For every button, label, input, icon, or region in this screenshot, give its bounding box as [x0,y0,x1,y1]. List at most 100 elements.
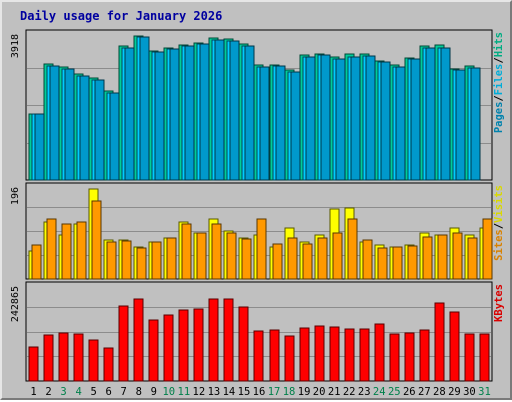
kbytes-kbytes-bar [133,298,144,382]
hits-files-pages-pages-bar [169,48,180,181]
visits-sites-sites-bar [392,246,403,280]
hits-files-pages-pages-bar [199,43,210,181]
visits-sites-sites-bar [61,223,72,280]
x-tick-label: 3 [60,386,66,398]
x-tick-label: 12 [193,386,206,398]
kbytes-kbytes-bar [163,314,174,382]
kbytes-kbytes-bar [148,319,159,382]
visits-sites-sites-bar [272,243,283,280]
legend-entry: Sites [493,229,505,261]
visits-sites-sites-bar [332,232,343,280]
kbytes-kbytes-bar [28,346,39,382]
kbytes-kbytes-bar [464,333,475,382]
x-tick-label: 18 [283,386,296,398]
hits-files-pages-pages-bar [94,79,105,181]
kbytes-kbytes-bar [58,332,69,382]
kbytes-kbytes-bar [329,326,340,382]
x-tick-label: 15 [238,386,251,398]
x-tick-label: 6 [106,386,112,398]
x-tick-label: 28 [433,386,446,398]
x-tick-label: 2 [45,386,51,398]
x-tick-label: 23 [358,386,371,398]
visits-sites-sites-bar [106,241,117,280]
visits-sites-sites-bar [91,200,102,280]
visits-sites-sites-bar [211,223,222,280]
kbytes-kbytes-bar [253,330,264,382]
legend-entry: / [493,57,505,63]
hits-files-pages-pages-bar [34,113,45,181]
x-tick-label: 14 [223,386,236,398]
visits-sites-sites-bar [437,234,448,280]
visits-sites-sites-bar [317,237,328,280]
kbytes-kbytes-bar [208,298,219,382]
x-tick-label: 22 [343,386,356,398]
visits-sites-sites-bar [76,221,87,280]
x-tick-label: 7 [121,386,127,398]
x-tick-label: 16 [253,386,266,398]
kbytes-max-tick: 242865 [10,286,21,322]
visits-sites-sites-bar [452,232,463,280]
visits-sites-sites-bar [407,245,418,280]
kbytes-kbytes-bar [193,308,204,382]
visits-sites-sites-bar [287,237,298,280]
kbytes-kbytes-bar [434,302,445,382]
kbytes-kbytes-bar [103,347,114,382]
x-tick-label: 13 [208,386,221,398]
visits-sites-sites-bar [377,247,388,280]
hits-files-pages-pages-bar [154,51,165,181]
visits-sites-sites-bar [121,240,132,280]
x-tick-label: 10 [162,386,175,398]
visits-sites-sites-bar [422,236,433,280]
hits-files-pages-pages-bar [275,65,286,181]
kbytes-kbytes-bar [118,305,129,382]
visits-sites-sites-bar [151,241,162,280]
hits-files-pages-pages-bar [425,47,436,181]
visits-sites-sites-bar [302,243,313,280]
x-tick-label: 20 [313,386,326,398]
kbytes-kbytes-bar [299,327,310,382]
legend-entry: / [493,223,505,229]
legend-entry: Hits [493,32,505,57]
hits-files-pages-pages-bar [229,40,240,181]
kbytes-kbytes-bar [43,334,54,382]
x-tick-label: 26 [403,386,416,398]
kbytes-kbytes-bar [88,339,99,382]
x-tick-label: 19 [298,386,311,398]
kbytes-kbytes-bar [479,333,490,382]
visits-sites-sites-bar [46,218,57,280]
visits-sites-sites-bar [181,223,192,280]
chart-title: Daily usage for January 2026 [20,9,222,23]
visits-sites-sites-bar [136,247,147,280]
hits-files-pages-pages-bar [259,66,270,181]
hits-files-pages-pages-bar [455,69,466,181]
kbytes-kbytes-bar [178,309,189,382]
hits-files-pages-pages-bar [184,45,195,181]
visits-sites-sites-bar [362,239,373,280]
kbytes-kbytes-bar [223,298,234,382]
kbytes-kbytes-bar [269,329,280,382]
hits-files-pages-legend: Pages/Files/Hits [493,32,505,133]
hits-files-pages-pages-bar [335,58,346,181]
visits-sites-sites-bar [166,237,177,280]
visits-sites-sites-bar [196,232,207,280]
hits-files-pages-pages-bar [290,71,301,181]
x-tick-label: 9 [151,386,157,398]
hits-files-pages-pages-bar [214,39,225,181]
visits-sites-legend: Sites/Visits [493,185,505,261]
x-tick-label: 31 [478,386,491,398]
legend-entry: Pages [493,102,505,134]
x-tick-label: 24 [373,386,386,398]
hits-files-pages-pages-bar [109,92,120,181]
kbytes-legend: KBytes [493,284,505,322]
hits-files-pages-max-tick: 3918 [10,34,21,58]
hits-files-pages-pages-bar [64,68,75,181]
x-tick-label: 25 [388,386,401,398]
kbytes-kbytes-bar [314,325,325,382]
x-tick-label: 1 [30,386,36,398]
legend-entry: Visits [493,185,505,223]
kbytes-kbytes-bar [238,306,249,382]
x-tick-label: 30 [463,386,476,398]
x-tick-label: 27 [418,386,431,398]
visits-sites-sites-bar [256,218,267,280]
